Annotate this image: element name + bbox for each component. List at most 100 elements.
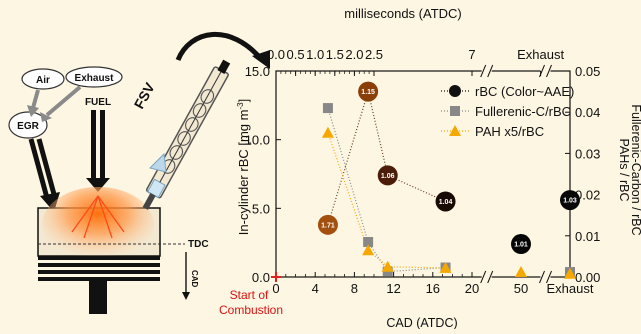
y-right-tick-label: 0.05 xyxy=(575,64,600,79)
top-tick-label: Exhaust xyxy=(517,47,564,62)
egr-node xyxy=(8,111,48,139)
combustion-flame xyxy=(42,187,154,263)
rbc-point xyxy=(511,234,531,255)
air-node xyxy=(21,68,65,90)
y-right-tick-label: 0.03 xyxy=(575,146,600,161)
fuel-injector-right xyxy=(100,110,105,180)
legend-marker-pah xyxy=(449,125,461,136)
axis-breaks xyxy=(480,64,552,284)
fsv-label: FSV xyxy=(131,79,159,111)
top-tick-label: 1.0 xyxy=(306,47,324,62)
y-left-axis-title: In-cylinder rBC [mg m-3] xyxy=(236,99,251,235)
rbc-point-label: 1.04 xyxy=(439,199,453,206)
x-tick-label: Exhaust xyxy=(547,281,594,296)
rbc-point xyxy=(435,191,456,212)
top-tick-label: 1.5 xyxy=(326,47,344,62)
series-connector xyxy=(387,266,446,273)
top-tick-label: 2.0 xyxy=(345,47,363,62)
top-tick-label: 0.5 xyxy=(287,47,305,62)
y-left-tick-label: 10.0 xyxy=(245,133,270,148)
rbc-point xyxy=(317,214,338,235)
x-axis-title: CAD (ATDC) xyxy=(386,316,457,329)
top-tick-label: 2.5 xyxy=(365,47,383,62)
rbc-point-label: 1.06 xyxy=(381,173,395,180)
y-right-tick-label: 0.04 xyxy=(575,105,600,120)
axis-break-gap xyxy=(481,66,492,76)
pah-point xyxy=(362,244,375,256)
fsv-inlet-marker xyxy=(149,152,167,173)
series-marks: 1.71 1.15 1.06 1.04 1.01 1.03 xyxy=(271,81,580,282)
piston-ring-4 xyxy=(38,277,160,281)
air-arrowhead xyxy=(27,105,39,117)
axis-break-gap xyxy=(540,272,551,282)
fuel-label: FUEL xyxy=(85,97,111,108)
y-right-tick-label: 0.02 xyxy=(575,188,600,203)
pah-point xyxy=(439,261,452,273)
axis-break-slash xyxy=(487,64,494,78)
series-connector xyxy=(387,266,446,269)
exhaust-label: Exhaust xyxy=(75,73,115,84)
rbc-point-label: 1.15 xyxy=(361,89,375,96)
series-connector xyxy=(327,91,369,225)
fuel-injector-left xyxy=(91,110,96,180)
intake-arrow xyxy=(28,138,50,199)
fullerenic-point xyxy=(363,236,374,247)
y-left-tick-label: 0.0 xyxy=(252,270,270,285)
exhaust-to-egr-arrow xyxy=(45,85,82,117)
y-right-tick-label: 0.01 xyxy=(575,229,600,244)
series-connector xyxy=(367,91,389,176)
pah-point xyxy=(321,126,334,138)
x-tick-label: 12 xyxy=(386,281,400,296)
egr-label: EGR xyxy=(17,121,39,132)
x-tick-label: 0 xyxy=(272,281,279,296)
axis-break-slash xyxy=(487,270,494,284)
y-right-axis-title-1: Fullerenic-Carbon / rBC xyxy=(629,104,641,235)
cad-arrowhead xyxy=(182,292,190,300)
pah-point xyxy=(564,267,576,279)
y-left-tick-label: 5.0 xyxy=(252,201,270,216)
legend: rBC (Color~AAE) Fullerenic-C/rBC PAH x5/rB… xyxy=(441,84,574,139)
legend-label: PAH x5/rBC xyxy=(475,124,544,139)
piston-ring-1 xyxy=(38,256,160,260)
axis-break-slash xyxy=(539,270,545,284)
top-tick-label: 0.0 xyxy=(267,47,285,62)
exhaust-node xyxy=(65,66,123,88)
rbc-point xyxy=(358,81,379,102)
top-tick-label: 7 xyxy=(468,47,475,62)
series-connector xyxy=(327,107,369,243)
x-tick-label: 50 xyxy=(514,281,528,296)
fuel-spray xyxy=(71,195,125,239)
tdc-label: TDC xyxy=(188,239,209,250)
rbc-point xyxy=(377,165,398,186)
start-of-combustion-label-2: Combustion xyxy=(219,303,283,317)
exhaust-arrowhead xyxy=(40,112,52,122)
rbc-point-label: 1.71 xyxy=(321,222,335,229)
axis-break-slash xyxy=(546,64,552,78)
start-of-combustion-label-1: Start of xyxy=(230,288,269,302)
series-connector xyxy=(367,249,389,268)
x-tick-label: 20 xyxy=(465,281,479,296)
rbc-point-label: 1.01 xyxy=(514,242,528,249)
legend-label: Fullerenic-C/rBC xyxy=(475,104,571,119)
axis-break-slash xyxy=(480,64,487,78)
intake-arrow-2 xyxy=(36,138,58,199)
cad-label: CAD xyxy=(190,270,199,288)
fsv-to-chart-arrowhead xyxy=(252,50,270,69)
y-left-tick-label: 15.0 xyxy=(245,64,270,79)
fullerenic-point xyxy=(322,103,333,114)
axis-break-gap xyxy=(540,66,551,76)
y-right-axis-title-2: PAHs / rBC xyxy=(617,139,631,202)
piston-ring-3 xyxy=(38,270,160,274)
series-connectors xyxy=(327,91,446,273)
top-axis-title: milliseconds (ATDC) xyxy=(344,6,462,21)
legend-marker-fullerenic xyxy=(450,106,460,116)
fuel-arrowhead xyxy=(86,178,110,192)
x-tick-label: 8 xyxy=(351,281,358,296)
axis-break-slash xyxy=(480,270,487,284)
axis-break-gap xyxy=(481,272,492,282)
piston-rod xyxy=(89,281,107,314)
